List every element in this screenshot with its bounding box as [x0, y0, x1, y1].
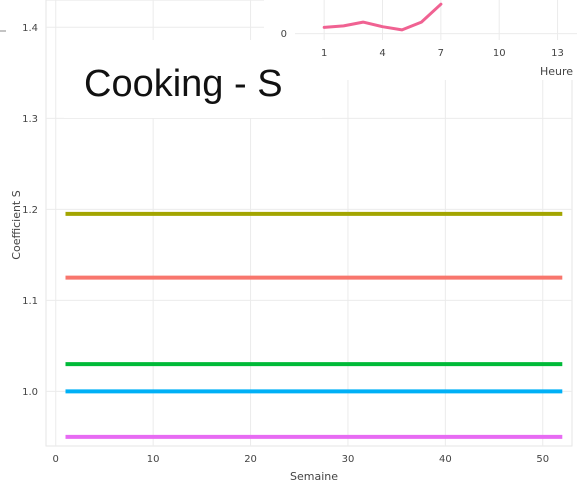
y-axis-title: Coefficient S — [10, 190, 23, 259]
title-overlay-box — [64, 40, 322, 118]
inset-x-tick-label: 13 — [551, 48, 564, 59]
y-tick-label: 1.3 — [22, 114, 38, 125]
inset-y-tick-labels: 0 — [281, 29, 287, 40]
inset-y-tick-label: 0 — [281, 29, 287, 40]
inset-series-line — [322, 2, 443, 32]
x-tick-label: 40 — [439, 454, 452, 465]
x-tick-label: 0 — [53, 454, 59, 465]
x-tick-label: 30 — [342, 454, 355, 465]
title-overlay: Cooking - S — [64, 40, 322, 118]
main-x-tick-labels: 0 10 20 30 40 50 — [53, 454, 550, 465]
overlay-title: Cooking - S — [84, 63, 283, 105]
y-tick-label: 1.2 — [22, 205, 38, 216]
inset-x-axis-title: Heure — [540, 65, 573, 78]
main-series-lines — [65, 211, 563, 439]
main-y-tick-labels: 1.0 1.1 1.2 1.3 1.4 — [22, 23, 38, 398]
inset-x-tick-label: 4 — [379, 48, 385, 59]
y-tick-label: 1.1 — [22, 296, 38, 307]
x-tick-label: 50 — [536, 454, 549, 465]
x-axis-title: Semaine — [290, 470, 338, 483]
inset-x-tick-labels: 1 4 7 10 13 — [321, 48, 564, 59]
inset-x-tick-label: 10 — [493, 48, 506, 59]
inset-x-tick-label: 1 — [321, 48, 327, 59]
x-tick-label: 20 — [244, 454, 257, 465]
y-tick-label: 1.4 — [22, 23, 38, 34]
x-tick-label: 10 — [147, 454, 160, 465]
y-tick-label: 1.0 — [22, 387, 38, 398]
inset-series-line — [322, 2, 443, 32]
inset-x-tick-label: 7 — [438, 48, 444, 59]
inset-gridlines — [295, 0, 577, 40]
